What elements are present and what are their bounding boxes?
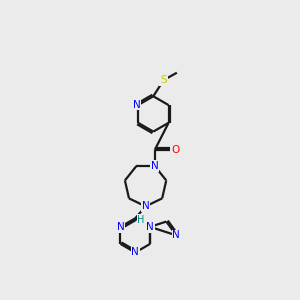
Text: N: N <box>133 100 140 110</box>
Text: N: N <box>117 222 124 232</box>
Text: O: O <box>171 145 179 155</box>
Text: N: N <box>131 248 139 257</box>
Text: N: N <box>172 230 180 240</box>
Text: H: H <box>137 215 145 225</box>
Text: N: N <box>146 222 154 232</box>
Text: N: N <box>151 161 159 171</box>
Text: N: N <box>142 201 149 212</box>
Text: S: S <box>160 75 167 85</box>
